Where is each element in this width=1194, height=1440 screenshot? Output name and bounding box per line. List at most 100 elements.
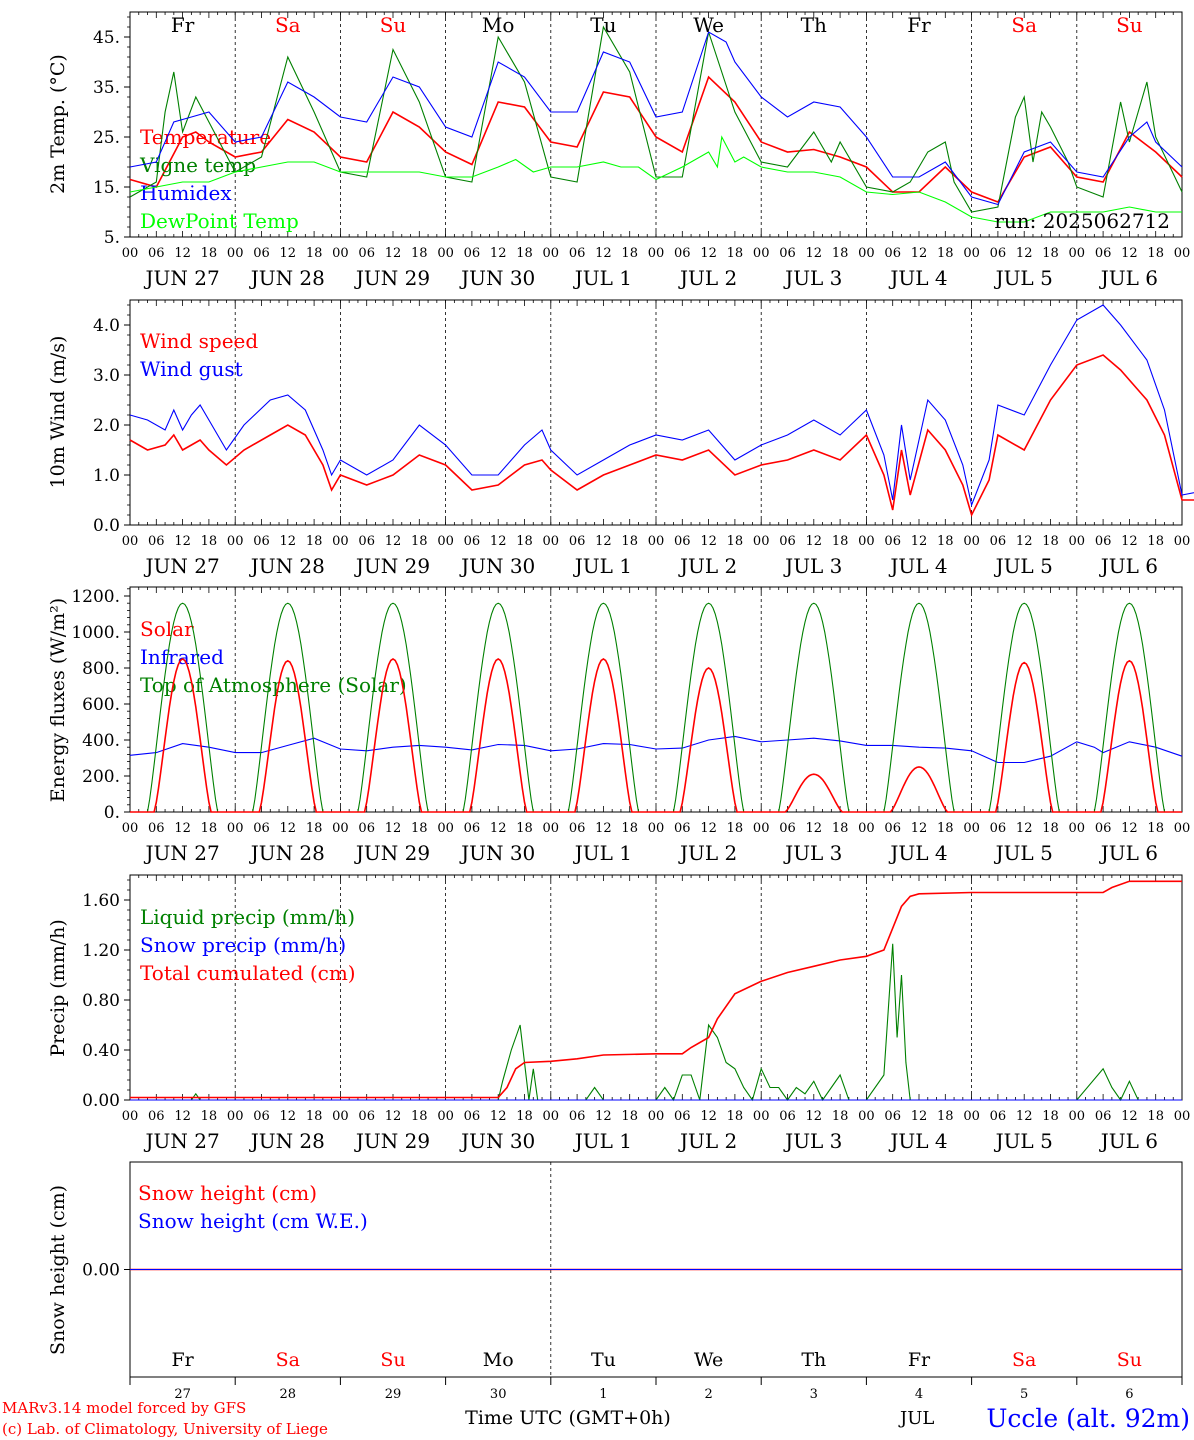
date-label: JUL 4 <box>888 266 947 290</box>
day-number-bottom: 27 <box>174 1387 191 1402</box>
hour-label: 12 <box>911 821 928 836</box>
hour-label: 18 <box>621 821 638 836</box>
date-label: JUL 2 <box>678 841 737 865</box>
series-line-infrared <box>129 735 1183 764</box>
hour-label: 18 <box>1147 534 1164 549</box>
date-label: JUL 3 <box>783 1129 842 1153</box>
hour-label: 12 <box>595 1109 612 1124</box>
hour-label: 00 <box>227 1109 244 1124</box>
date-label: JUN 28 <box>249 554 325 578</box>
legend-entry: Vigne temp <box>139 153 256 177</box>
hour-label: 18 <box>832 1109 849 1124</box>
date-label: JUN 27 <box>144 554 220 578</box>
date-label: JUL 3 <box>783 554 842 578</box>
hour-label: 00 <box>753 821 770 836</box>
hour-label: 18 <box>727 821 744 836</box>
hour-label: 00 <box>332 534 349 549</box>
hour-label: 12 <box>700 1109 717 1124</box>
series-line-wind-gust <box>129 304 1194 507</box>
hour-label: 12 <box>174 246 191 261</box>
hour-label: 12 <box>1016 821 1033 836</box>
y-tick-label: 1200. <box>71 587 120 607</box>
date-label: JUL 2 <box>678 1129 737 1153</box>
hour-label: 18 <box>1147 821 1164 836</box>
date-label: JUL 5 <box>994 554 1053 578</box>
date-label: JUN 27 <box>144 266 220 290</box>
legend-entry: Top of Atmosphere (Solar) <box>140 673 407 697</box>
hour-label: 00 <box>858 1109 875 1124</box>
hour-label: 06 <box>1095 246 1112 261</box>
hour-label: 12 <box>385 821 402 836</box>
date-label: JUL 3 <box>783 266 842 290</box>
hour-label: 06 <box>884 821 901 836</box>
hour-label: 00 <box>1069 821 1086 836</box>
hour-label: 06 <box>569 1109 586 1124</box>
day-name-bottom: Fr <box>171 1349 194 1371</box>
date-label: JUN 29 <box>354 266 430 290</box>
date-label: JUN 29 <box>354 1129 430 1153</box>
y-tick-label: 45. <box>93 28 120 48</box>
date-label: JUL 4 <box>888 554 947 578</box>
date-label: JUL 2 <box>678 554 737 578</box>
y-axis-label: Snow height (cm) <box>47 1185 69 1355</box>
hour-label: 06 <box>779 246 796 261</box>
hour-label: 00 <box>332 1109 349 1124</box>
hour-label: 06 <box>464 1109 481 1124</box>
y-tick-label: 600. <box>82 695 120 715</box>
hour-label: 18 <box>727 246 744 261</box>
day-number-bottom: 28 <box>280 1387 297 1402</box>
hour-label: 00 <box>648 1109 665 1124</box>
day-name-top: Sa <box>1011 13 1037 37</box>
series-line-solar <box>130 658 1182 813</box>
hour-label: 06 <box>884 534 901 549</box>
hour-label: 12 <box>911 246 928 261</box>
hour-label: 06 <box>253 1109 270 1124</box>
hour-label: 18 <box>727 534 744 549</box>
y-tick-label: 400. <box>82 731 120 751</box>
hour-label: 12 <box>490 1109 507 1124</box>
legend-entry: Snow height (cm W.E.) <box>138 1209 368 1233</box>
day-name-bottom: Th <box>801 1349 826 1371</box>
y-tick-label: 0.00 <box>82 1091 120 1111</box>
day-number-bottom: 30 <box>490 1387 507 1402</box>
date-label: JUN 29 <box>354 841 430 865</box>
hour-label: 00 <box>1069 534 1086 549</box>
day-name-bottom: Sa <box>1012 1349 1036 1371</box>
day-name-top: Fr <box>907 13 931 37</box>
date-label: JUN 30 <box>459 266 535 290</box>
hour-label: 00 <box>122 246 139 261</box>
y-tick-label: 200. <box>82 767 120 787</box>
legend-entry: Wind speed <box>140 329 258 353</box>
hour-label: 12 <box>806 534 823 549</box>
y-tick-label: 0.40 <box>82 1041 120 1061</box>
series-line-humidex <box>129 31 1183 206</box>
hour-label: 18 <box>727 1109 744 1124</box>
date-label: JUL 5 <box>994 1129 1053 1153</box>
hour-label: 06 <box>1095 821 1112 836</box>
y-axis-label: Precip (mm/h) <box>47 919 69 1057</box>
date-label: JUN 28 <box>249 841 325 865</box>
hour-label: 18 <box>516 821 533 836</box>
hour-label: 06 <box>674 534 691 549</box>
day-name-top: Su <box>380 13 407 37</box>
legend-entry: Wind gust <box>140 357 243 381</box>
date-label: JUN 27 <box>144 841 220 865</box>
hour-label: 00 <box>227 821 244 836</box>
y-axis-label: 10m Wind (m/s) <box>47 336 69 489</box>
day-name-top: Th <box>801 13 827 37</box>
y-tick-label: 4.0 <box>93 316 120 336</box>
day-name-bottom: Su <box>1117 1349 1142 1371</box>
hour-label: 06 <box>148 821 165 836</box>
panel-4: 0.00 0.40 0.80 1.20 1.60 Precip (mm/h) 00 06 12 1… <box>47 874 1190 1153</box>
hour-label: 12 <box>280 1109 297 1124</box>
hour-label: 12 <box>1121 1109 1138 1124</box>
hour-label: 12 <box>1121 534 1138 549</box>
hour-label: 12 <box>700 821 717 836</box>
hour-label: 06 <box>253 534 270 549</box>
hour-label: 18 <box>1042 821 1059 836</box>
hour-label: 00 <box>648 534 665 549</box>
hour-label: 18 <box>621 246 638 261</box>
hour-label: 18 <box>306 534 323 549</box>
hour-label: 18 <box>832 534 849 549</box>
hour-label: 12 <box>490 246 507 261</box>
